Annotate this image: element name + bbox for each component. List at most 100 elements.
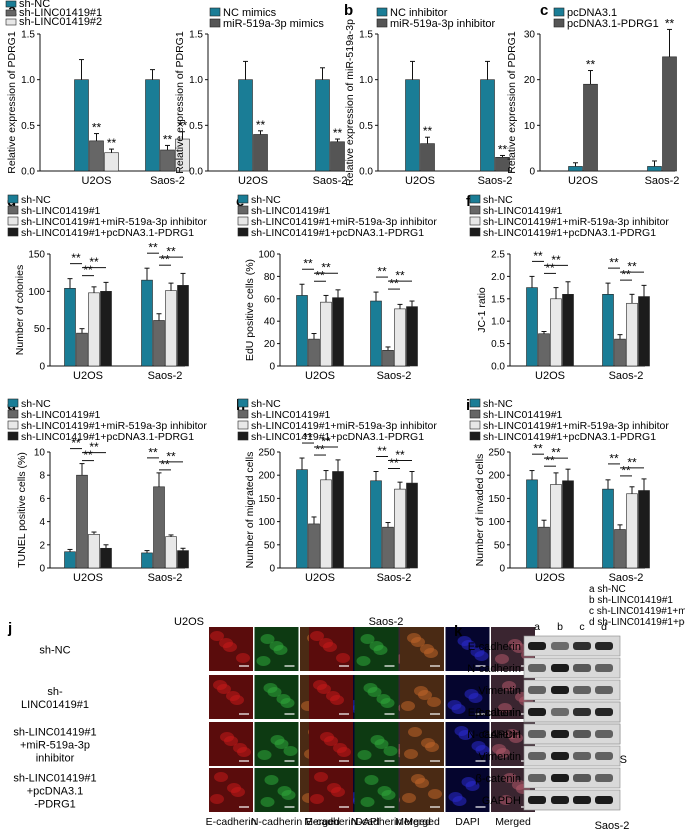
- chart-g: gsh-NCsh-LINC01419#1sh-LINC01419#1+miR-5…: [7, 397, 207, 584]
- u2os-blot-strip: [523, 679, 621, 701]
- panel-label-j: j: [7, 620, 12, 637]
- lane-label: d: [601, 621, 607, 633]
- legend-swatch: [469, 216, 481, 226]
- cell-blob: [508, 639, 522, 649]
- protein-label: N-cadherin: [467, 729, 521, 741]
- legend-swatch: [209, 18, 221, 28]
- bracket-label: **: [533, 249, 543, 263]
- chart-e: esh-NCsh-LINC01419#1sh-LINC01419#1+miR-5…: [236, 193, 437, 382]
- y-tick-label: 6: [39, 494, 45, 505]
- x-category-label: U2OS: [73, 370, 103, 382]
- bar: [406, 306, 418, 367]
- bar: [526, 479, 538, 569]
- chart-d: dsh-NCsh-LINC01419#1sh-LINC01419#1+miR-5…: [7, 193, 207, 382]
- band: [573, 774, 591, 782]
- col-label-saos: E-cadherin: [306, 816, 357, 828]
- cell-blob: [470, 647, 485, 657]
- cell-blob: [310, 794, 324, 804]
- y-axis-title: Number of migrated cells: [244, 452, 256, 569]
- saos-image-1-4: [445, 627, 490, 671]
- legend-entry: sh-LINC01419#1+miR-519a-3p inhibitor: [21, 420, 207, 432]
- saos-image-2-1: [309, 675, 353, 719]
- cell-blob: [377, 786, 392, 796]
- u2os-image-3-2: [254, 722, 299, 766]
- u2os-image-4-1: [209, 768, 253, 812]
- cell-blob: [503, 773, 517, 783]
- bracket-label: **: [389, 456, 399, 470]
- protein-label: E-cadherin: [468, 641, 521, 653]
- cell-blob: [326, 691, 340, 701]
- bar: [526, 287, 538, 367]
- band: [573, 664, 591, 672]
- legend-swatch: [5, 9, 17, 17]
- significance-label: **: [107, 136, 117, 150]
- y-tick-label: 0: [269, 564, 275, 575]
- bar: [153, 320, 165, 367]
- legend-entry: pcDNA3.1-PDRG1: [567, 18, 659, 30]
- chart-a1: ash-NCsh-LINC01419#1sh-LINC01419#20.00.5…: [5, 0, 190, 187]
- cell-blob: [210, 631, 224, 641]
- cell-blob: [360, 634, 375, 644]
- legend-swatch: [7, 420, 19, 430]
- bracket-label: **: [321, 435, 331, 449]
- bar: [320, 479, 332, 569]
- cell-blob: [411, 774, 425, 784]
- bar: [332, 471, 344, 569]
- bar: [253, 134, 268, 172]
- legend-entry: sh-LINC01419#1: [21, 409, 101, 421]
- saos-image-1-2: [354, 627, 399, 671]
- y-tick-label: 50: [34, 324, 46, 335]
- x-category-label: Saos-2: [148, 370, 183, 382]
- legend-entry: sh-NC: [251, 398, 281, 410]
- cell-blob: [263, 683, 278, 693]
- bracket-label: **: [160, 457, 170, 471]
- band: [595, 642, 613, 650]
- col-label-u2os: N-cadherin: [251, 816, 303, 828]
- y-axis-title: Relative expression of miR-519a-3p: [344, 19, 356, 186]
- bar: [330, 141, 345, 172]
- y-tick-label: 100: [28, 287, 45, 298]
- col-label-saos: Merged: [495, 816, 531, 828]
- panel-label-c: c: [540, 2, 548, 19]
- bracket-label: **: [166, 245, 176, 259]
- bar: [64, 551, 76, 569]
- cell-blob: [492, 744, 506, 754]
- legend-entry: NC mimics: [223, 7, 277, 19]
- bar: [394, 488, 406, 569]
- legend-swatch: [469, 205, 481, 215]
- y-tick-label: 200: [488, 471, 505, 482]
- y-axis-title: Relative expression of PDRG1: [6, 31, 18, 174]
- y-tick-label: 0.0: [491, 362, 505, 373]
- panel-label-f: f: [466, 193, 472, 210]
- legend-entry: sh-LINC01419#1+miR-519a-3p inhibitor: [483, 216, 669, 228]
- y-tick-label: 4: [39, 517, 45, 528]
- cell-blob: [236, 653, 250, 663]
- col-label-saos: Merged: [404, 816, 440, 828]
- x-category-label: Saos-2: [313, 175, 348, 187]
- bar: [64, 288, 76, 367]
- legend-swatch: [553, 7, 565, 17]
- y-tick-label: 2.5: [491, 250, 505, 261]
- y-tick-label: 250: [488, 448, 505, 459]
- band: [551, 796, 569, 804]
- y-tick-label: 150: [488, 494, 505, 505]
- legend-swatch: [7, 431, 19, 441]
- cell-blob: [213, 680, 227, 690]
- cell-blob: [283, 746, 298, 756]
- u2os-image-3-1: [209, 722, 253, 766]
- saos-image-4-2: [354, 768, 399, 812]
- y-tick-label: 2.0: [491, 272, 505, 283]
- y-tick-label: 10: [524, 121, 536, 132]
- bracket-label: **: [621, 463, 631, 477]
- y-tick-label: 80: [264, 272, 276, 283]
- band: [551, 708, 569, 716]
- bar: [165, 536, 177, 569]
- legend-entry: sh-LINC01419#1+miR-519a-3p inhibitor: [251, 420, 437, 432]
- saos-image-3-1: [309, 722, 353, 766]
- wb-legend-c: c sh-LINC01419#1+miR-519a-3p inhibitor: [589, 606, 685, 617]
- cell-blob: [364, 775, 379, 785]
- y-tick-label: 60: [264, 294, 276, 305]
- cell-blob: [264, 775, 279, 785]
- bracket-label: **: [89, 440, 99, 454]
